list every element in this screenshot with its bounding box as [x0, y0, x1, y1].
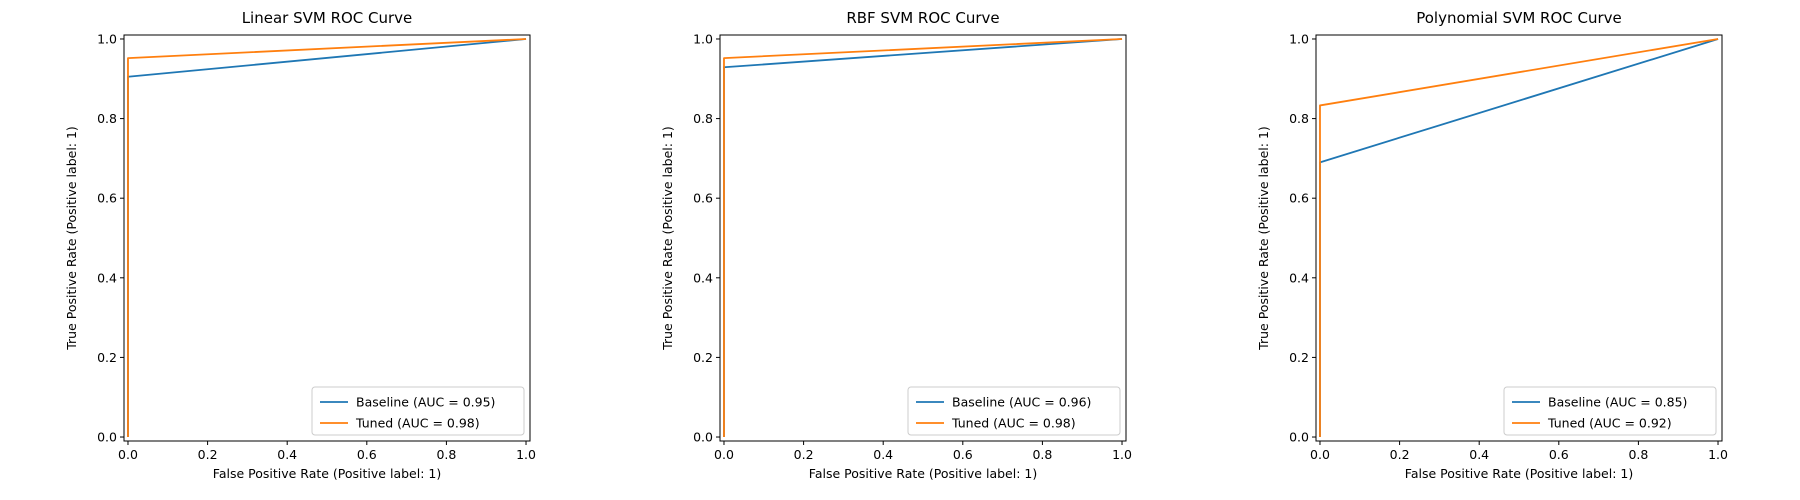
x-tick-label: 0.6 [953, 447, 973, 462]
curves [1319, 38, 1719, 438]
legend: Baseline (AUC = 0.96) Tuned (AUC = 0.98) [907, 386, 1121, 436]
tuned-roc-line [1319, 38, 1719, 438]
tuned-roc-line [127, 38, 527, 438]
plot-frame [1315, 34, 1723, 442]
roc-panel-1: 0.0 0.2 0.4 0.6 0.8 1.0 0.0 0.2 0.4 0.6 0.8 1.0 Line… [64, 9, 536, 481]
x-axis-label: False Positive Rate (Positive label: 1) [809, 466, 1037, 481]
y-tick-label: 0.4 [1289, 270, 1309, 285]
y-tick-label: 1.0 [693, 31, 713, 46]
legend-entry: Tuned (AUC = 0.98) [355, 416, 480, 431]
y-tick-label: 0.4 [693, 270, 713, 285]
x-tick-label: 0.4 [1469, 447, 1489, 462]
y-tick-label: 0.8 [1289, 111, 1309, 126]
plot-frame [123, 34, 531, 442]
y-tick-label: 0.2 [1289, 350, 1309, 365]
x-tick-label: 0.4 [277, 447, 297, 462]
x-tick-label: 0.8 [1032, 447, 1052, 462]
baseline-roc-line [127, 38, 527, 438]
legend-entry: Baseline (AUC = 0.95) [356, 395, 495, 410]
chart-title: Polynomial SVM ROC Curve [1416, 9, 1622, 27]
y-tick-label: 0.2 [97, 350, 117, 365]
y-tick-label: 0.0 [1289, 430, 1309, 445]
legend-frame [311, 386, 525, 436]
legend-entry: Tuned (AUC = 0.92) [1547, 416, 1672, 431]
chart-title: RBF SVM ROC Curve [846, 9, 999, 27]
x-tick-label: 0.2 [198, 447, 218, 462]
legend-frame [907, 386, 1121, 436]
x-tick-label: 1.0 [1112, 447, 1132, 462]
roc-panel-2: 0.0 0.2 0.4 0.6 0.8 1.0 0.0 0.2 0.4 0.6 0.8 1.0 RBF … [660, 9, 1132, 481]
x-tick-label: 0.6 [357, 447, 377, 462]
chart-title: Linear SVM ROC Curve [242, 9, 413, 27]
x-tick-label: 0.4 [873, 447, 893, 462]
x-tick-label: 0.8 [436, 447, 456, 462]
x-axis-label: False Positive Rate (Positive label: 1) [213, 466, 441, 481]
x-tick-label: 1.0 [516, 447, 536, 462]
y-tick-label: 0.0 [693, 430, 713, 445]
x-tick-label: 0.2 [1390, 447, 1410, 462]
legend-entry: Baseline (AUC = 0.96) [952, 395, 1091, 410]
baseline-roc-line [1319, 38, 1719, 438]
curves [723, 38, 1123, 438]
y-tick-label: 0.0 [97, 430, 117, 445]
x-tick-label: 0.0 [714, 447, 734, 462]
roc-panel-3: 0.0 0.2 0.4 0.6 0.8 1.0 0.0 0.2 0.4 0.6 0.8 1.0 Poly… [1256, 9, 1728, 481]
x-axis-label: False Positive Rate (Positive label: 1) [1405, 466, 1633, 481]
legend: Baseline (AUC = 0.85) Tuned (AUC = 0.92) [1503, 386, 1717, 436]
y-tick-label: 0.8 [97, 111, 117, 126]
legend-entry: Tuned (AUC = 0.98) [951, 416, 1076, 431]
plot-frame [719, 34, 1127, 442]
x-tick-label: 0.0 [118, 447, 138, 462]
y-tick-label: 0.6 [693, 191, 713, 206]
x-tick-label: 1.0 [1708, 447, 1728, 462]
y-tick-label: 0.6 [1289, 191, 1309, 206]
y-tick-label: 0.8 [693, 111, 713, 126]
y-axis-label: True Positive Rate (Positive label: 1) [660, 126, 675, 351]
y-axis-label: True Positive Rate (Positive label: 1) [1256, 126, 1271, 351]
y-axis-label: True Positive Rate (Positive label: 1) [64, 126, 79, 351]
legend-entry: Baseline (AUC = 0.85) [1548, 395, 1687, 410]
x-tick-label: 0.6 [1549, 447, 1569, 462]
x-tick-label: 0.8 [1628, 447, 1648, 462]
y-tick-label: 0.4 [97, 270, 117, 285]
x-tick-label: 0.2 [794, 447, 814, 462]
curves [127, 38, 527, 438]
legend: Baseline (AUC = 0.95) Tuned (AUC = 0.98) [311, 386, 525, 436]
legend-frame [1503, 386, 1717, 436]
baseline-roc-line [723, 38, 1123, 438]
tuned-roc-line [723, 38, 1123, 438]
y-tick-label: 0.2 [693, 350, 713, 365]
y-tick-label: 0.6 [97, 191, 117, 206]
y-tick-label: 1.0 [1289, 31, 1309, 46]
y-tick-label: 1.0 [97, 31, 117, 46]
x-tick-label: 0.0 [1310, 447, 1330, 462]
